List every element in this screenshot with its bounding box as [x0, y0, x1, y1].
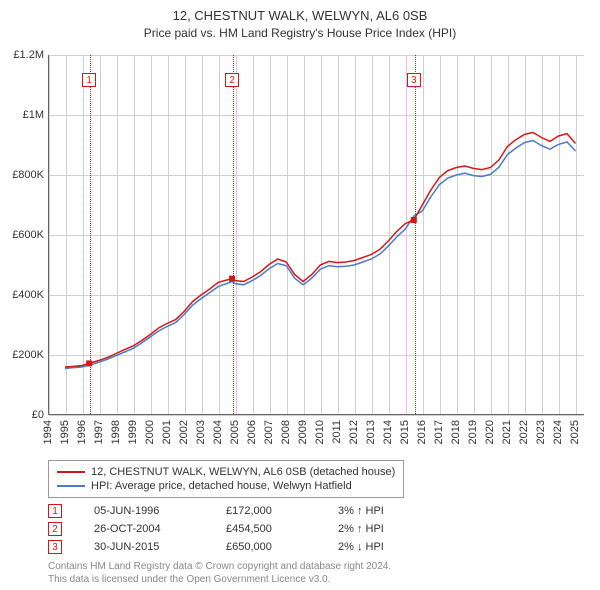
x-axis-label: 2021	[501, 420, 513, 444]
transaction-price: £454,500	[226, 523, 306, 535]
y-axis-label: £1M	[23, 109, 44, 121]
transaction-table: 1 05-JUN-1996 £172,000 3% ↑ HPI 2 26-OCT-2004…	[48, 502, 418, 556]
x-axis-label: 2006	[246, 420, 258, 444]
transaction-row: 1 05-JUN-1996 £172,000 3% ↑ HPI	[48, 502, 418, 520]
legend-label: HPI: Average price, detached house, Welw…	[91, 480, 352, 492]
chart-subtitle: Price paid vs. HM Land Registry's House …	[0, 23, 600, 50]
x-axis-label: 2007	[263, 420, 275, 444]
y-axis-label: £800K	[12, 169, 44, 181]
transaction-delta: 2% ↓ HPI	[338, 541, 418, 553]
y-axis-label: £600K	[12, 229, 44, 241]
x-axis-label: 2005	[229, 420, 241, 444]
transaction-row-marker: 3	[48, 540, 62, 554]
transaction-date: 05-JUN-1996	[94, 505, 194, 517]
legend-label: 12, CHESTNUT WALK, WELWYN, AL6 0SB (deta…	[91, 466, 395, 478]
x-axis-label: 2017	[433, 420, 445, 444]
transaction-delta: 3% ↑ HPI	[338, 505, 418, 517]
transaction-point	[411, 217, 417, 223]
x-axis-label: 2010	[314, 420, 326, 444]
transaction-row: 2 26-OCT-2004 £454,500 2% ↑ HPI	[48, 520, 418, 538]
transaction-point	[229, 276, 235, 282]
x-axis-label: 2018	[450, 420, 462, 444]
x-axis-label: 2008	[280, 420, 292, 444]
transaction-marker-box: 1	[82, 73, 96, 87]
chart-lines	[48, 55, 584, 415]
y-axis-label: £1.2M	[13, 49, 44, 61]
transaction-row-marker: 2	[48, 522, 62, 536]
legend-swatch	[57, 485, 85, 487]
x-axis-label: 2020	[484, 420, 496, 444]
x-axis-label: 2009	[297, 420, 309, 444]
x-axis-label: 1996	[76, 420, 88, 444]
x-axis-label: 2002	[178, 420, 190, 444]
x-axis-label: 1995	[59, 420, 71, 444]
x-axis-label: 1999	[127, 420, 139, 444]
x-axis-label: 2014	[382, 420, 394, 444]
x-axis-label: 2022	[518, 420, 530, 444]
chart-area: £0£200K£400K£600K£800K£1M£1.2M1994199519…	[48, 55, 584, 415]
x-axis-label: 2019	[467, 420, 479, 444]
chart-title: 12, CHESTNUT WALK, WELWYN, AL6 0SB	[0, 0, 600, 23]
footer-line-1: Contains HM Land Registry data © Crown c…	[48, 560, 391, 573]
y-axis-label: £400K	[12, 289, 44, 301]
x-axis-label: 1997	[93, 420, 105, 444]
x-axis-label: 2025	[569, 420, 581, 444]
transaction-delta: 2% ↑ HPI	[338, 523, 418, 535]
legend: 12, CHESTNUT WALK, WELWYN, AL6 0SB (deta…	[48, 460, 404, 498]
x-axis-label: 2015	[399, 420, 411, 444]
legend-row: HPI: Average price, detached house, Welw…	[57, 479, 395, 493]
footer-attribution: Contains HM Land Registry data © Crown c…	[48, 560, 391, 586]
x-axis-label: 2023	[535, 420, 547, 444]
transaction-date: 30-JUN-2015	[94, 541, 194, 553]
legend-row: 12, CHESTNUT WALK, WELWYN, AL6 0SB (deta…	[57, 465, 395, 479]
x-axis-label: 2013	[365, 420, 377, 444]
transaction-date: 26-OCT-2004	[94, 523, 194, 535]
y-gridline	[49, 415, 584, 416]
x-axis-label: 2003	[195, 420, 207, 444]
x-axis-label: 2004	[212, 420, 224, 444]
x-axis-label: 1994	[42, 420, 54, 444]
transaction-price: £172,000	[226, 505, 306, 517]
transaction-price: £650,000	[226, 541, 306, 553]
y-axis-label: £200K	[12, 349, 44, 361]
series-line-hpi	[65, 141, 576, 369]
x-axis-label: 1998	[110, 420, 122, 444]
transaction-row-marker: 1	[48, 504, 62, 518]
x-axis-label: 2001	[161, 420, 173, 444]
x-axis-label: 2000	[144, 420, 156, 444]
transaction-row: 3 30-JUN-2015 £650,000 2% ↓ HPI	[48, 538, 418, 556]
transaction-marker-box: 3	[407, 73, 421, 87]
footer-line-2: This data is licensed under the Open Gov…	[48, 573, 391, 586]
x-axis-label: 2016	[416, 420, 428, 444]
x-axis-label: 2012	[348, 420, 360, 444]
legend-swatch	[57, 471, 85, 473]
x-axis-label: 2024	[552, 420, 564, 444]
transaction-marker-box: 2	[225, 73, 239, 87]
x-axis-label: 2011	[331, 420, 343, 444]
transaction-point	[86, 360, 92, 366]
